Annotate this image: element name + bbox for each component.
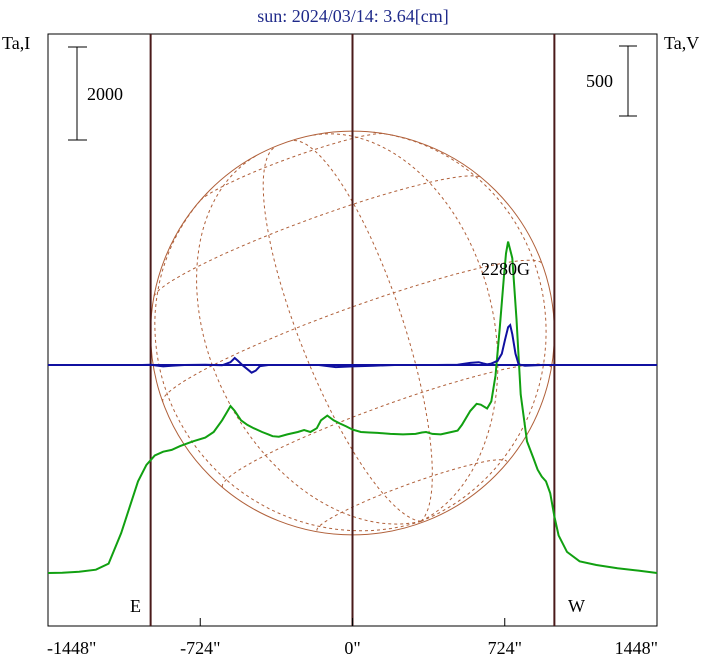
right-axis-label: Ta,V <box>664 33 699 53</box>
chart-title: sun: 2024/03/14: 3.64[cm] <box>257 6 449 26</box>
peak-annotation: 2280G <box>481 259 530 279</box>
x-tick-label: -724" <box>180 638 220 658</box>
x-axis: -1448" -724" 0" 724" 1448" <box>47 618 658 658</box>
x-tick-label: -1448" <box>47 638 96 658</box>
solar-disk <box>150 130 555 536</box>
east-limb-label: E <box>130 596 141 616</box>
disk-longitude-line <box>154 192 422 532</box>
west-limb-label: W <box>568 596 585 616</box>
x-tick-label: 724" <box>488 638 522 658</box>
left-scale-bar <box>68 46 87 141</box>
series-ta-i-line <box>47 241 658 574</box>
x-tick-label: 0" <box>344 638 360 658</box>
disk-longitude-line <box>312 133 499 522</box>
disk-latitude-line <box>153 175 482 297</box>
x-tick-label: 1448" <box>615 638 658 658</box>
disk-latitude-line <box>162 259 543 403</box>
disk-longitude-line <box>196 155 422 525</box>
disk-longitude-line <box>262 145 422 522</box>
disk-latitude-line <box>316 459 508 531</box>
left-axis-label: Ta,I <box>2 33 30 53</box>
disk-longitude-line <box>291 139 433 522</box>
disk-latitude-line <box>200 132 384 201</box>
left-scale-label: 2000 <box>87 84 123 104</box>
right-scale-bar <box>619 45 637 117</box>
series-ta-v-line <box>48 323 657 374</box>
limb-lines <box>149 34 556 626</box>
right-scale-label: 500 <box>586 71 613 91</box>
disk-longitude-line <box>373 131 547 522</box>
